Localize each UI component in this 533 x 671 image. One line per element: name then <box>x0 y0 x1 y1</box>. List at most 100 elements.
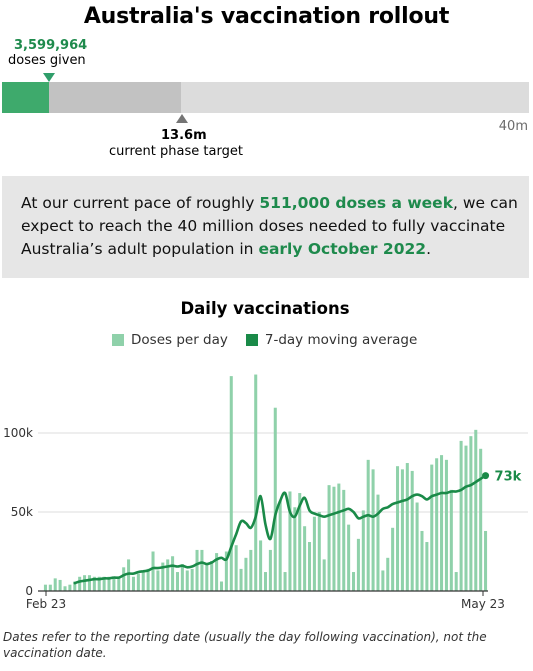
bar-doses-per-day <box>327 485 331 591</box>
summary-box: At our current pace of roughly 511,000 d… <box>2 176 529 278</box>
bar-doses-per-day <box>161 562 165 591</box>
progress-bar <box>2 82 529 113</box>
bar-doses-per-day <box>371 469 375 591</box>
legend-item-bars: Doses per day <box>112 332 228 348</box>
bar-doses-per-day <box>293 507 297 591</box>
bar-doses-per-day <box>78 576 82 591</box>
bar-doses-per-day <box>53 578 57 591</box>
bar-doses-per-day <box>185 570 189 591</box>
bar-doses-per-day <box>117 578 121 591</box>
bar-doses-per-day <box>92 576 96 591</box>
bar-doses-per-day <box>175 572 179 591</box>
bar-doses-per-day <box>102 576 106 591</box>
bar-doses-per-day <box>73 581 77 591</box>
bar-doses-per-day <box>312 516 316 591</box>
y-tick-label: 100k <box>3 426 33 440</box>
bar-doses-per-day <box>131 576 135 591</box>
bar-doses-per-day <box>337 483 341 591</box>
doses-given-value: 3,599,964 <box>14 38 88 53</box>
phase-target-label: current phase target <box>109 144 243 159</box>
bar-doses-per-day <box>474 429 478 591</box>
bar-doses-per-day <box>435 458 439 591</box>
bar-doses-per-day <box>259 540 263 591</box>
bar-doses-per-day <box>342 489 346 591</box>
bar-doses-per-day <box>268 549 272 591</box>
bar-doses-per-day <box>352 572 356 591</box>
bar-doses-per-day <box>356 538 360 591</box>
bar-doses-per-day <box>415 502 419 591</box>
bar-doses-per-day <box>122 567 126 591</box>
chart-legend: Doses per day 7-day moving average <box>112 332 435 348</box>
bar-doses-per-day <box>234 545 238 591</box>
bar-doses-per-day <box>317 512 321 591</box>
bar-doses-per-day <box>263 572 268 591</box>
bar-doses-per-day <box>479 448 483 591</box>
doses-given-label: doses given <box>8 53 86 68</box>
bar-doses-per-day <box>459 440 463 591</box>
progress-max-label: 40m <box>498 119 528 134</box>
line-end-point <box>482 472 490 480</box>
bar-doses-per-day <box>430 464 434 591</box>
bar-doses-per-day <box>190 568 194 591</box>
progress-doses-given-fill <box>2 82 50 113</box>
bar-doses-per-day <box>454 572 458 591</box>
bar-doses-per-day <box>48 584 52 591</box>
bar-doses-per-day <box>63 586 67 591</box>
bar-doses-per-day <box>396 466 400 591</box>
bar-doses-per-day <box>440 455 444 591</box>
bar-doses-per-day <box>303 526 307 591</box>
bar-doses-per-day <box>332 486 336 591</box>
summary-part-3: . <box>426 240 432 258</box>
bar-doses-per-day <box>136 573 140 591</box>
bar-doses-per-day <box>307 542 312 591</box>
phase-target-marker-icon <box>176 114 188 123</box>
y-tick-label: 0 <box>25 584 33 598</box>
bar-doses-per-day <box>361 510 365 591</box>
page-title: Australia's vaccination rollout <box>83 4 450 29</box>
bar-doses-per-day <box>229 376 233 591</box>
bar-doses-per-day <box>444 459 448 591</box>
bar-doses-per-day <box>146 568 150 591</box>
bar-doses-per-day <box>180 564 184 591</box>
bar-doses-per-day <box>283 572 287 591</box>
bar-doses-per-day <box>391 527 395 591</box>
bar-doses-per-day <box>83 575 87 591</box>
bar-doses-per-day <box>151 551 155 591</box>
footnote: Dates refer to the reporting date (usual… <box>3 630 487 660</box>
bar-doses-per-day <box>425 542 429 591</box>
legend-label-line: 7-day moving average <box>264 332 418 348</box>
phase-target-value: 13.6m <box>161 128 207 143</box>
bar-doses-per-day <box>420 530 424 591</box>
x-tick-label: Feb 23 <box>26 597 66 611</box>
bar-doses-per-day <box>224 551 228 591</box>
bar-doses-per-day <box>215 553 219 591</box>
summary-text: At our current pace of roughly 511,000 d… <box>21 192 521 261</box>
bar-doses-per-day <box>107 576 111 591</box>
summary-part-1: At our current pace of roughly <box>21 194 260 212</box>
x-tick-label: May 23 <box>461 597 505 611</box>
bar-doses-per-day <box>484 530 488 591</box>
bar-doses-per-day <box>141 570 145 591</box>
bar-doses-per-day <box>195 549 199 591</box>
bar-doses-per-day <box>210 560 214 591</box>
legend-swatch-bars <box>112 334 124 346</box>
bar-doses-per-day <box>127 559 131 591</box>
legend-swatch-line <box>245 334 258 346</box>
bar-doses-per-day <box>219 581 224 591</box>
bar-doses-per-day <box>249 549 253 591</box>
bar-doses-per-day <box>376 494 380 591</box>
bar-doses-per-day <box>156 570 160 591</box>
bar-doses-per-day <box>97 576 101 591</box>
bar-doses-per-day <box>449 489 453 591</box>
bar-doses-per-day <box>405 463 409 591</box>
bar-doses-per-day <box>112 576 116 591</box>
bar-doses-per-day <box>464 445 468 591</box>
bar-doses-per-day <box>386 557 390 591</box>
summary-part-2: , we can expect to reach the 40 million … <box>21 194 518 258</box>
bar-doses-per-day <box>288 491 292 591</box>
summary-date: early October 2022 <box>258 240 427 258</box>
bar-doses-per-day <box>244 557 248 591</box>
bar-doses-per-day <box>469 436 473 591</box>
y-tick-label: 50k <box>11 505 33 519</box>
bar-doses-per-day <box>400 469 404 591</box>
